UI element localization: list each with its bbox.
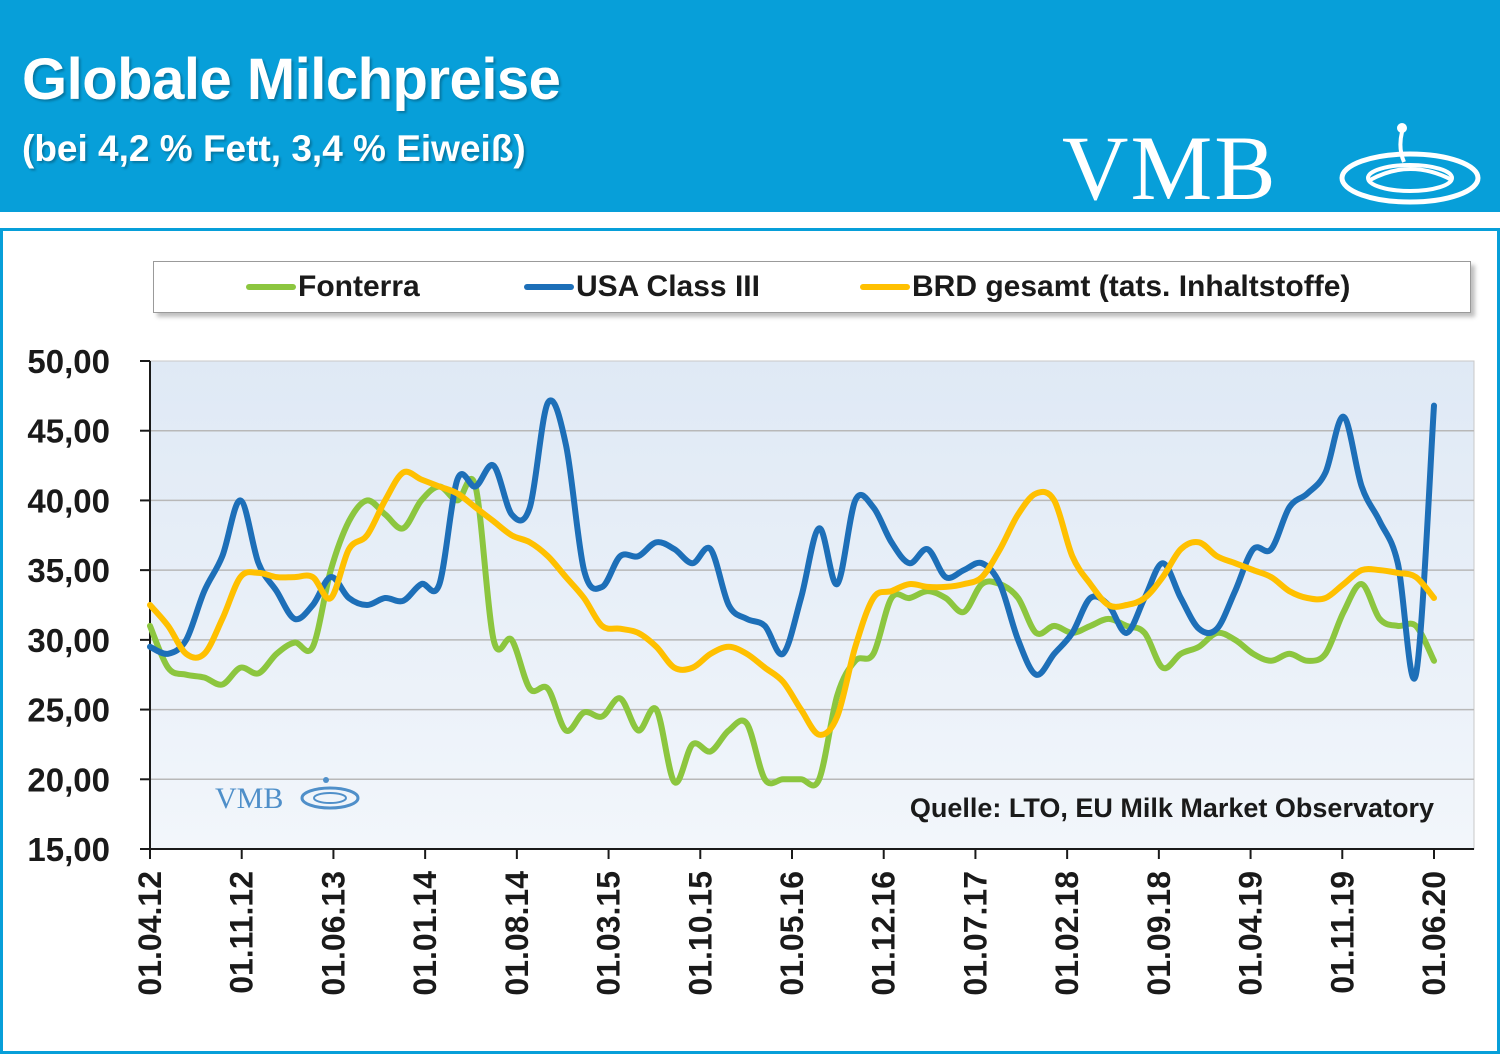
x-tick-label: 01.09.18 — [1141, 871, 1177, 996]
series-line-brd-gesamt-tats-inhaltstoffe — [147, 468, 1437, 738]
watermark-logo: VMB — [215, 777, 360, 815]
y-tick-label: 15,00 — [27, 831, 110, 868]
x-tick-label: 01.06.20 — [1416, 871, 1452, 996]
y-tick-label: 30,00 — [27, 622, 110, 659]
series-layer — [147, 397, 1437, 789]
x-tick-label: 01.06.13 — [315, 871, 351, 996]
legend-item-fonterra: Fonterra — [246, 270, 420, 304]
x-tick-label: 01.12.16 — [866, 871, 902, 996]
x-tick-label: 01.05.16 — [774, 871, 810, 996]
y-tick-label: 45,00 — [27, 413, 110, 450]
legend-swatch-usa-class-iii — [524, 284, 574, 290]
x-tick-label: 01.11.12 — [224, 871, 260, 994]
legend-label-brd-gesamt: BRD gesamt (tats. Inhaltstoffe) — [912, 270, 1351, 303]
y-tick-label: 35,00 — [27, 552, 110, 589]
source-note: Quelle: LTO, EU Milk Market Observatory — [910, 793, 1434, 823]
legend-swatch-brd-gesamt — [860, 284, 910, 290]
x-tick-label: 01.04.12 — [132, 871, 168, 996]
vmb-logo-icon — [1339, 123, 1481, 205]
watermark-logo-icon — [300, 777, 360, 810]
legend-item-brd-gesamt: BRD gesamt (tats. Inhaltstoffe) — [860, 270, 1350, 304]
x-tick-label: 01.10.15 — [682, 871, 718, 996]
watermark-logo-text: VMB — [215, 782, 283, 815]
legend-swatch-fonterra — [246, 284, 296, 290]
x-tick-label: 01.04.19 — [1233, 871, 1269, 996]
series-line-usa-class-iii — [147, 397, 1437, 682]
legend-label-usa-class-iii: USA Class III — [576, 270, 760, 303]
grid-lines — [150, 429, 1474, 781]
y-tick-label: 50,00 — [27, 343, 110, 380]
x-tick-label: 01.07.17 — [957, 871, 993, 996]
x-tick-label: 01.02.18 — [1049, 871, 1085, 996]
y-tick-label: 20,00 — [27, 761, 110, 798]
y-tick-label: 25,00 — [27, 692, 110, 729]
x-tick-label: 01.11.19 — [1324, 871, 1360, 994]
page-title: Globale Milchpreise — [22, 47, 561, 112]
x-tick-label: 01.03.15 — [591, 871, 627, 996]
page-subtitle: (bei 4,2 % Fett, 3,4 % Eiweiß) — [22, 128, 526, 169]
legend-label-fonterra: Fonterra — [298, 270, 420, 303]
axes: 50,00 45,00 40,00 35,00 30,00 25,00 20,00 15,00… — [27, 343, 1474, 996]
chart-legend: Fonterra USA Class III BRD gesamt (tats.… — [153, 261, 1471, 313]
header-banner: Globale Milchpreise (bei 4,2 % Fett, 3,4… — [0, 0, 1500, 219]
x-tick-label: 01.08.14 — [499, 871, 535, 996]
plot-area — [149, 360, 1475, 850]
y-tick-label: 40,00 — [27, 482, 110, 519]
series-line-fonterra — [147, 475, 1437, 789]
vmb-logo-text: VMB — [1062, 117, 1278, 219]
legend-item-usa-class-iii: USA Class III — [524, 270, 760, 304]
x-tick-label: 01.01.14 — [407, 871, 443, 996]
